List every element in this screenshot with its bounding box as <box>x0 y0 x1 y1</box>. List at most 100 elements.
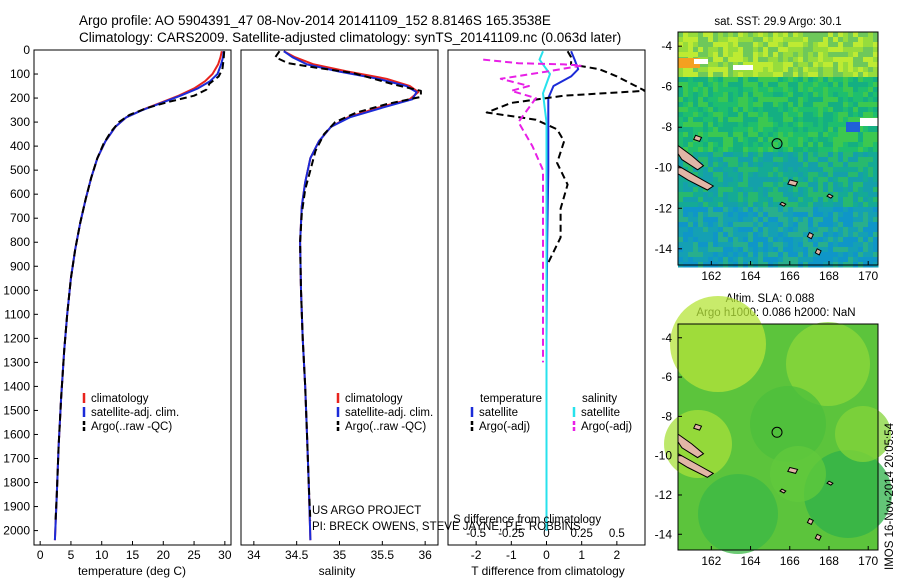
sst-field-cell <box>873 257 879 263</box>
sst-field-cell <box>838 157 844 163</box>
sst-field-cell <box>853 132 859 138</box>
sst-field-cell <box>678 102 684 108</box>
sst-field-cell <box>833 127 839 133</box>
sst-field-cell <box>863 152 869 158</box>
sst-field-cell <box>688 212 694 218</box>
sst-field-cell <box>833 32 839 38</box>
sst-field-cell <box>788 212 794 218</box>
sst-field-cell <box>833 132 839 138</box>
sst-field-cell <box>763 127 769 133</box>
sst-field-cell <box>793 127 799 133</box>
sst-field-cell <box>858 172 864 178</box>
sst-field-cell <box>738 212 744 218</box>
sst-field-cell <box>723 232 729 238</box>
sst-field-cell <box>808 237 814 243</box>
sst-field-cell <box>808 217 814 223</box>
sst-field-cell <box>678 92 684 98</box>
sst-field-cell <box>688 127 694 133</box>
sst-field-cell <box>783 162 789 168</box>
sst-field-cell <box>838 222 844 228</box>
sst-field-cell <box>848 197 854 203</box>
sst-field-cell <box>713 247 719 253</box>
sst-field-cell <box>808 42 814 48</box>
series-argo-raw-qc-line <box>54 51 226 522</box>
sst-field-cell <box>818 52 824 58</box>
sst-field-cell <box>768 92 774 98</box>
sst-field-cell <box>818 177 824 183</box>
sst-field-cell <box>853 92 859 98</box>
sst-field-cell <box>808 67 814 73</box>
sst-field-cell <box>828 212 834 218</box>
sst-field-cell <box>783 157 789 163</box>
sst-field-cell <box>753 212 759 218</box>
sst-field-cell <box>873 132 879 138</box>
sst-field-cell <box>818 127 824 133</box>
sst-field-cell <box>738 182 744 188</box>
sst-field-cell <box>763 182 769 188</box>
x-tick-label: 35 <box>333 548 347 562</box>
sst-field-cell <box>738 82 744 88</box>
sst-field-cell <box>698 242 704 248</box>
sst-field-cell <box>738 77 744 83</box>
sst-field-cell <box>683 107 689 113</box>
sst-field-cell <box>703 77 709 83</box>
sst-field-cell <box>873 247 879 253</box>
sst-field-cell <box>748 82 754 88</box>
sst-field-cell <box>708 217 714 223</box>
sst-field-cell <box>853 32 859 38</box>
sst-field-cell <box>703 247 709 253</box>
sst-field-cell <box>793 37 799 43</box>
sst-field-cell <box>763 42 769 48</box>
sst-field-cell <box>853 37 859 43</box>
sst-field-cell <box>863 202 869 208</box>
sst-field-cell <box>698 87 704 93</box>
sst-field-cell <box>848 92 854 98</box>
x-tick-label: 0 <box>543 548 550 562</box>
sst-field-cell <box>718 147 724 153</box>
sst-field-cell <box>683 72 689 78</box>
sst-field-cell <box>813 257 819 263</box>
sst-field-cell <box>763 72 769 78</box>
sst-field-cell <box>733 102 739 108</box>
sst-field-cell <box>868 162 874 168</box>
sst-field-cell <box>678 232 684 238</box>
sst-field-cell <box>828 52 834 58</box>
sst-field-cell <box>813 192 819 198</box>
salinity-difference-ticks: -0.5 -0.25 0 0.25 0.5 <box>466 528 625 540</box>
sst-field-cell <box>833 77 839 83</box>
sst-field-cell <box>753 57 759 63</box>
sst-field-cell <box>868 67 874 73</box>
sst-field-cell <box>863 32 869 38</box>
sst-field-cell <box>678 247 684 253</box>
sst-field-cell <box>813 77 819 83</box>
sst-field-cell <box>763 82 769 88</box>
sst-field-cell <box>718 172 724 178</box>
series-temperature-satellite-line <box>545 50 580 531</box>
sst-field-cell <box>703 237 709 243</box>
sst-field-cell <box>753 197 759 203</box>
sst-field-cell <box>713 87 719 93</box>
sst-field-cell <box>728 197 734 203</box>
sst-field-cell <box>708 77 714 83</box>
sst-field-cell <box>833 227 839 233</box>
sst-field-cell <box>713 82 719 88</box>
sst-field-cell <box>683 242 689 248</box>
lon-tick-label: 162 <box>701 269 721 283</box>
sst-field-cell <box>753 127 759 133</box>
island-shape <box>814 533 822 541</box>
s-difference-tick-label: 0 <box>543 528 549 540</box>
sst-field-cell <box>783 177 789 183</box>
x-tick-label: -1 <box>506 548 517 562</box>
sst-field-cell <box>718 102 724 108</box>
sst-field-cell <box>818 162 824 168</box>
sst-field-cell <box>678 67 684 73</box>
sst-field-cell <box>798 167 804 173</box>
sst-field-cell <box>733 227 739 233</box>
sst-field-cell <box>683 102 689 108</box>
sst-field-cell <box>818 157 824 163</box>
sst-field-cell <box>758 57 764 63</box>
sst-field-cell <box>863 42 869 48</box>
series-salinity-argo-adj-line <box>483 58 583 363</box>
sst-field-cell <box>678 222 684 228</box>
